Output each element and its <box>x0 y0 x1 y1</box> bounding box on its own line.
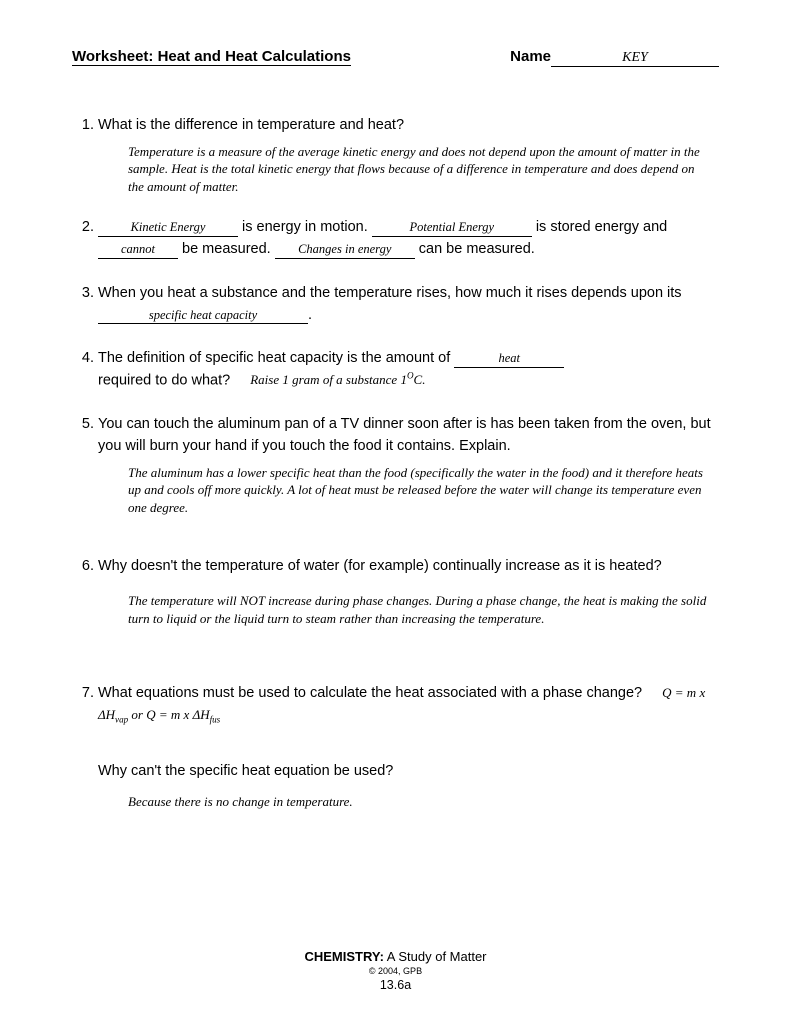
question-7: What equations must be used to calculate… <box>98 683 719 810</box>
q3-blank: specific heat capacity <box>98 309 308 325</box>
name-blank: KEY <box>551 50 719 67</box>
q7-eq-or: or Q = m x <box>128 707 192 722</box>
q7-eq-dh1: ΔH <box>98 707 115 722</box>
q7-eq-fus: fus <box>210 715 221 725</box>
footer-copyright: © 2004, GPB <box>0 966 791 976</box>
q2-blank1: Kinetic Energy <box>98 221 238 237</box>
footer-page: 13.6a <box>0 978 791 992</box>
q2-blank4: Changes in energy <box>275 243 415 259</box>
question-1: What is the difference in temperature an… <box>98 115 719 195</box>
footer: CHEMISTRY: A Study of Matter © 2004, GPB… <box>0 949 791 992</box>
q7-subquestion: Why can't the specific heat equation be … <box>98 761 719 783</box>
worksheet-title: Worksheet: Heat and Heat Calculations <box>72 48 351 66</box>
name-label: Name <box>510 48 551 65</box>
q5-text: You can touch the aluminum pan of a TV d… <box>98 416 711 454</box>
footer-brand: CHEMISTRY: <box>304 949 383 964</box>
q7-eq-a: Q = m x <box>662 685 705 700</box>
q4-answer: Raise 1 gram of a substance 1OC. <box>250 372 425 387</box>
question-6: Why doesn't the temperature of water (fo… <box>98 556 719 627</box>
q7-text: What equations must be used to calculate… <box>98 685 642 701</box>
q2-blank2: Potential Energy <box>372 221 532 237</box>
name-field: Name KEY <box>510 48 719 67</box>
q2-t1: is energy in motion. <box>238 219 372 235</box>
footer-title: CHEMISTRY: A Study of Matter <box>0 949 791 964</box>
question-2: Kinetic Energy is energy in motion. Pote… <box>98 217 719 261</box>
q2-t4: can be measured. <box>415 241 535 257</box>
q1-answer: Temperature is a measure of the average … <box>128 143 719 196</box>
q4-blank: heat <box>454 352 564 368</box>
q3-t2: . <box>308 307 312 323</box>
worksheet-page: Worksheet: Heat and Heat Calculations Na… <box>0 0 791 1024</box>
header: Worksheet: Heat and Heat Calculations Na… <box>72 48 719 67</box>
q2-blank3: cannot <box>98 243 178 259</box>
q7-eq-vap: vap <box>115 715 128 725</box>
q3-t1: When you heat a substance and the temper… <box>98 285 682 301</box>
question-3: When you heat a substance and the temper… <box>98 283 719 327</box>
question-list: What is the difference in temperature an… <box>72 115 719 810</box>
question-5: You can touch the aluminum pan of a TV d… <box>98 414 719 516</box>
q4-t1: The definition of specific heat capacity… <box>98 350 454 366</box>
q5-answer: The aluminum has a lower specific heat t… <box>128 464 719 517</box>
q2-t2: is stored energy and <box>532 219 667 235</box>
q4-ans-post: C. <box>414 372 426 387</box>
q4-ans-pre: Raise 1 gram of a substance 1 <box>250 372 407 387</box>
footer-subtitle: A Study of Matter <box>384 949 487 964</box>
q6-answer: The temperature will NOT increase during… <box>128 592 719 627</box>
q6-text: Why doesn't the temperature of water (fo… <box>98 558 662 574</box>
question-4: The definition of specific heat capacity… <box>98 348 719 392</box>
q7-eq-dh2: ΔH <box>193 707 210 722</box>
q4-t2: required to do what? <box>98 372 230 388</box>
q4-ans-sup: O <box>407 371 414 381</box>
q2-t3: be measured. <box>178 241 275 257</box>
q1-text: What is the difference in temperature an… <box>98 117 404 133</box>
q7-subanswer: Because there is no change in temperatur… <box>128 793 719 811</box>
